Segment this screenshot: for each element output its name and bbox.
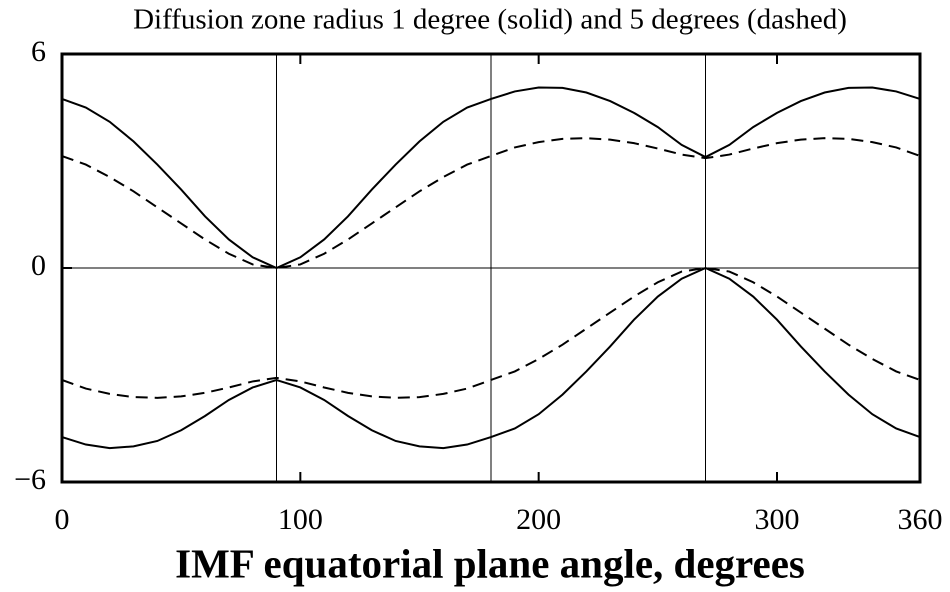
y-tick-label: 0 xyxy=(31,249,46,282)
chart-title: Diffusion zone radius 1 degree (solid) a… xyxy=(133,4,847,36)
line-series xyxy=(61,86,921,270)
x-tick-label: 300 xyxy=(755,503,800,536)
x-tick-label: 100 xyxy=(278,503,323,536)
line-series xyxy=(61,266,921,399)
line-series xyxy=(61,266,921,450)
x-axis-label: IMF equatorial plane angle, degrees xyxy=(175,540,805,586)
y-tick-label: 6 xyxy=(31,35,46,68)
x-tick-label: 360 xyxy=(898,503,943,536)
y-tick-label: −6 xyxy=(14,463,46,496)
plot-frame xyxy=(60,52,922,484)
x-tick-label: 0 xyxy=(55,503,70,536)
x-tick-label: 200 xyxy=(516,503,561,536)
line-series xyxy=(61,137,921,270)
